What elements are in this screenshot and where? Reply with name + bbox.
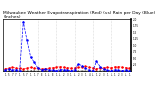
Text: Milwaukee Weather Evapotranspiration (Red) (vs) Rain per Day (Blue) (Inches): Milwaukee Weather Evapotranspiration (Re… (3, 11, 156, 19)
